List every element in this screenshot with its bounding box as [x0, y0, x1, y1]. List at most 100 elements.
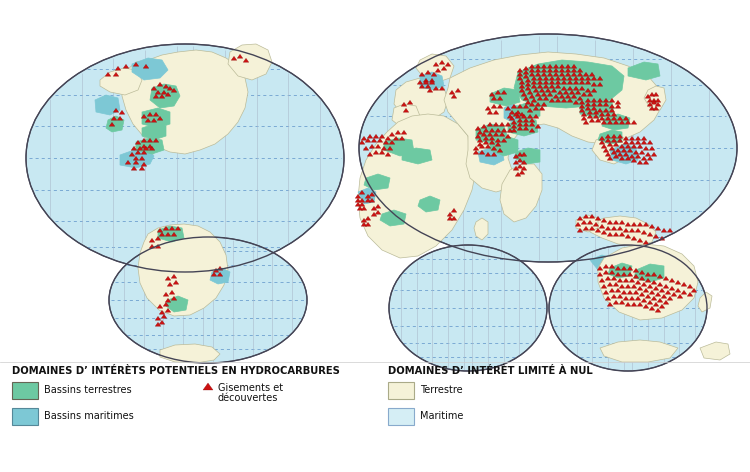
Polygon shape — [357, 206, 363, 210]
Polygon shape — [587, 110, 592, 114]
Polygon shape — [369, 192, 375, 196]
Polygon shape — [659, 288, 664, 292]
Polygon shape — [537, 76, 543, 80]
Polygon shape — [160, 344, 220, 363]
Polygon shape — [512, 120, 517, 124]
Polygon shape — [581, 93, 586, 96]
Polygon shape — [515, 110, 520, 114]
Polygon shape — [531, 84, 537, 88]
Text: Bassins maritimes: Bassins maritimes — [44, 411, 134, 421]
Polygon shape — [623, 296, 628, 300]
Polygon shape — [590, 214, 595, 218]
Polygon shape — [645, 94, 651, 98]
Polygon shape — [482, 124, 487, 128]
Polygon shape — [584, 120, 589, 124]
Polygon shape — [579, 86, 585, 90]
Polygon shape — [479, 144, 484, 148]
Polygon shape — [362, 206, 367, 210]
Polygon shape — [113, 72, 118, 76]
Polygon shape — [423, 78, 429, 82]
Polygon shape — [173, 280, 178, 284]
Polygon shape — [381, 146, 387, 150]
Polygon shape — [399, 136, 405, 140]
Polygon shape — [375, 144, 381, 148]
Polygon shape — [513, 166, 519, 170]
Polygon shape — [626, 222, 631, 226]
Polygon shape — [153, 112, 159, 116]
Polygon shape — [143, 64, 148, 68]
Polygon shape — [645, 272, 651, 276]
Polygon shape — [539, 106, 544, 110]
Polygon shape — [687, 284, 693, 288]
Polygon shape — [554, 68, 559, 72]
Polygon shape — [597, 108, 603, 112]
Polygon shape — [476, 135, 481, 138]
Polygon shape — [638, 144, 643, 148]
Polygon shape — [152, 86, 157, 90]
Polygon shape — [506, 122, 511, 126]
Polygon shape — [211, 272, 217, 276]
Polygon shape — [647, 284, 652, 288]
Polygon shape — [375, 204, 381, 208]
Text: Maritime: Maritime — [420, 411, 464, 421]
Polygon shape — [155, 322, 160, 326]
Polygon shape — [147, 112, 153, 116]
Polygon shape — [497, 148, 502, 152]
Polygon shape — [507, 114, 513, 118]
Text: Terrestre: Terrestre — [420, 385, 463, 395]
Polygon shape — [578, 216, 583, 220]
Polygon shape — [560, 94, 565, 98]
Text: Gisements et: Gisements et — [218, 383, 284, 393]
Polygon shape — [362, 136, 367, 140]
Polygon shape — [159, 232, 165, 236]
Polygon shape — [153, 94, 159, 98]
Polygon shape — [136, 138, 164, 154]
Polygon shape — [663, 284, 669, 288]
Polygon shape — [539, 88, 544, 92]
Polygon shape — [171, 274, 177, 278]
Polygon shape — [524, 96, 529, 100]
Polygon shape — [614, 220, 619, 224]
Polygon shape — [578, 228, 583, 232]
Polygon shape — [158, 116, 163, 120]
Polygon shape — [476, 126, 481, 130]
Polygon shape — [518, 122, 523, 126]
Polygon shape — [587, 220, 592, 224]
Polygon shape — [615, 288, 621, 292]
Polygon shape — [368, 135, 373, 138]
Polygon shape — [452, 94, 457, 98]
Polygon shape — [427, 88, 433, 92]
Polygon shape — [645, 295, 651, 298]
Polygon shape — [650, 290, 655, 294]
Polygon shape — [159, 310, 165, 314]
Polygon shape — [536, 124, 541, 128]
Polygon shape — [543, 84, 549, 88]
Polygon shape — [627, 148, 633, 152]
Polygon shape — [155, 244, 160, 248]
Polygon shape — [387, 146, 393, 150]
FancyBboxPatch shape — [12, 408, 38, 425]
Polygon shape — [579, 101, 585, 104]
Polygon shape — [131, 166, 136, 170]
Polygon shape — [527, 108, 532, 112]
Polygon shape — [597, 102, 603, 106]
Polygon shape — [171, 232, 177, 236]
Polygon shape — [533, 106, 538, 110]
Polygon shape — [548, 68, 553, 72]
Polygon shape — [554, 64, 559, 68]
Polygon shape — [653, 234, 658, 238]
Polygon shape — [659, 236, 664, 240]
Polygon shape — [531, 98, 537, 102]
Polygon shape — [504, 104, 520, 122]
Polygon shape — [608, 232, 613, 236]
Polygon shape — [100, 68, 142, 95]
Polygon shape — [530, 64, 535, 68]
Polygon shape — [581, 116, 586, 120]
Polygon shape — [129, 152, 135, 156]
Polygon shape — [364, 174, 390, 190]
Polygon shape — [518, 126, 523, 130]
Polygon shape — [585, 102, 591, 106]
Polygon shape — [572, 72, 577, 76]
Polygon shape — [440, 60, 445, 64]
Polygon shape — [358, 188, 376, 204]
